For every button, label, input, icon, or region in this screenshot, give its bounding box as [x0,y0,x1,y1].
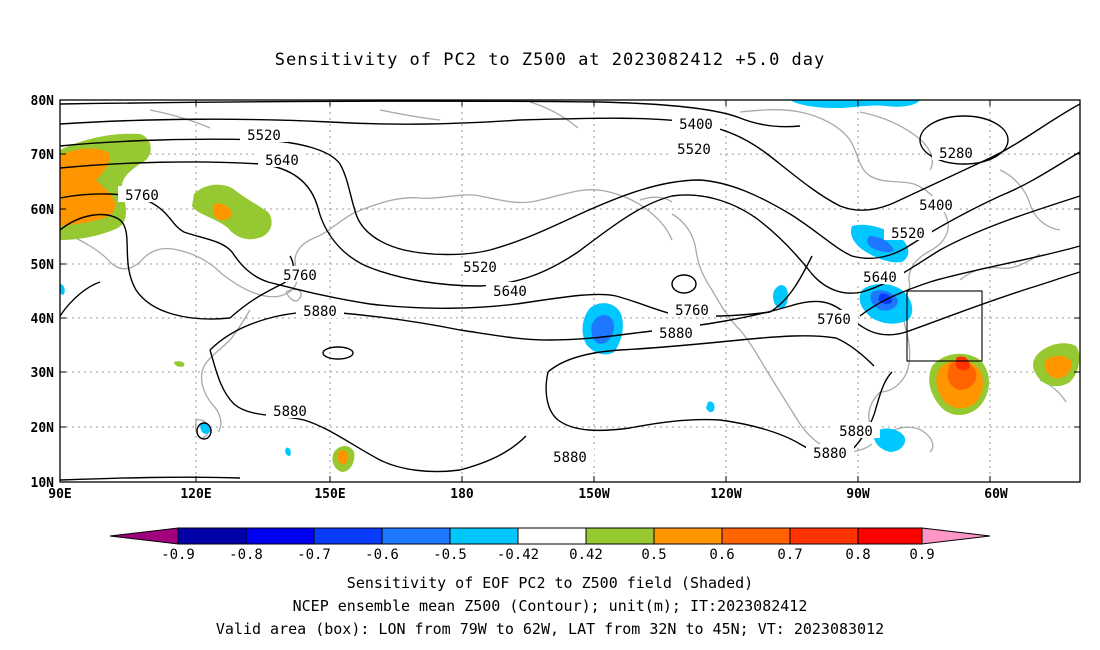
contour-label: 5880 [659,326,693,342]
contour-closed-cell-philippines [196,422,212,440]
colorbar-swatch [449,527,519,545]
lon-label: 150E [314,487,345,502]
lat-label: 30N [31,366,55,381]
colorbar-swatch [381,527,451,545]
lon-label: 90W [846,487,870,502]
colorbar-label: 0.7 [777,547,802,563]
lon-labels: 90E 120E 150E 180 150W 120W 90W 60W [48,487,1008,502]
lat-label: 60N [31,203,55,218]
valid-area-box [906,290,983,362]
lat-label: 50N [31,258,55,273]
shade-positive-east-atlantic-core [1044,355,1072,379]
colorbar-right-arrow [921,527,991,545]
chart-title: Sensitivity of PC2 to Z500 at 2023082412… [274,50,826,70]
colorbar-label: -0.42 [497,547,539,563]
colorbar-labels: -0.9 -0.8 -0.7 -0.6 -0.5 -0.42 0.42 0.5 … [161,547,935,563]
shade-positive-north-asia-core [60,148,116,226]
contour-label: 5760 [675,303,709,319]
contour-closed-cell-pacific [671,274,697,294]
colorbar-swatch [517,527,587,545]
lat-label: 20N [31,421,55,436]
lon-label: 180 [450,487,474,502]
contour-label: 5520 [463,260,497,276]
contour-label: 5280 [939,146,973,162]
contour-label: 5640 [493,284,527,300]
lat-label: 70N [31,148,55,163]
contour-label: 5760 [125,188,159,204]
contour-label: 5640 [265,153,299,169]
shade-negative-rockies [773,285,788,309]
contour-label: 5640 [863,270,897,286]
colorbar-swatch [789,527,859,545]
colorbar: -0.9 -0.8 -0.7 -0.6 -0.5 -0.42 0.42 0.5 … [109,527,991,563]
colorbar-label: -0.6 [365,547,399,563]
shade-negative-mexico [706,401,715,413]
colorbar-label: 0.6 [709,547,734,563]
lat-label: 10N [31,476,55,491]
colorbar-label: -0.8 [229,547,263,563]
colorbar-label: -0.9 [161,547,195,563]
shade-negative-west-edge [60,284,65,295]
lon-label: 120E [180,487,211,502]
shade-positive-small-green [174,361,185,367]
colorbar-swatch [857,527,923,545]
colorbar-label: -0.7 [297,547,331,563]
lat-label: 40N [31,312,55,327]
contour-label: 5520 [891,226,925,242]
colorbar-label: 0.9 [909,547,934,563]
colorbar-swatch [653,527,723,545]
footer-line-contour: NCEP ensemble mean Z500 (Contour); unit(… [292,597,808,615]
contour-label: 5880 [303,304,337,320]
shade-positive-atlantic-red [956,356,970,371]
colorbar-label: 0.8 [845,547,870,563]
lon-label: 150W [578,487,609,502]
shade-positive-east-asia-core [212,203,232,221]
map-panel: 5400 5520 5280 5400 5520 5640 5760 5520 … [31,94,1081,502]
shade-negative-canada-core [867,236,894,253]
contour-closed-low-east [919,115,1009,165]
footer-line-valid-area: Valid area (box): LON from 79W to 62W, L… [215,620,885,638]
colorbar-label: -0.5 [433,547,467,563]
colorbar-swatch [721,527,791,545]
shade-negative-arctic [790,100,920,108]
lon-label: 90E [48,487,71,502]
contour-label: 5400 [679,117,713,133]
contour-label: 5760 [817,312,851,328]
lat-labels: 80N 70N 60N 50N 40N 30N 20N 10N [31,94,55,491]
shade-negative-philippines [200,422,211,434]
contour-label: 5880 [553,450,587,466]
contour-label: 5520 [677,142,711,158]
shade-negative-ocean-speck [285,447,291,456]
contour-label: 5880 [813,446,847,462]
contour-label: 5880 [273,404,307,420]
axis-ticks [60,99,1080,483]
colorbar-swatch [313,527,383,545]
contour-label: 5520 [247,128,281,144]
contour-labels: 5400 5520 5280 5400 5520 5640 5760 5520 … [118,115,980,466]
map-frame [59,99,1081,483]
lat-label: 80N [31,94,55,109]
footer-line-shading: Sensitivity of EOF PC2 to Z500 field (Sh… [346,574,754,592]
contour-closed-cell-west [322,346,354,360]
lon-label: 60W [984,487,1008,502]
shade-positive-atlantic-dark [947,361,977,390]
shade-negative-caribbean [873,428,906,452]
colorbar-swatch [585,527,655,545]
contour-label: 5880 [839,424,873,440]
colorbar-swatch [177,527,247,545]
shade-positive-east-asia [192,184,272,240]
colorbar-label: 0.42 [569,547,603,563]
colorbar-swatch [245,527,315,545]
lon-label: 120W [710,487,741,502]
colorbar-left-arrow [109,527,179,545]
contour-label: 5400 [919,198,953,214]
shade-positive-south-pacific-core [338,450,349,465]
contour-label: 5760 [283,268,317,284]
colorbar-label: 0.5 [641,547,666,563]
